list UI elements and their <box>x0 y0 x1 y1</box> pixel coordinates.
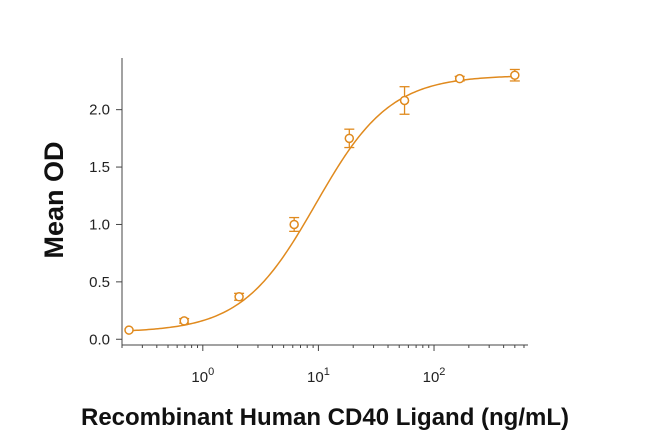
data-point <box>344 133 355 144</box>
data-point <box>124 325 134 335</box>
axes: 0.0 0.5 1.0 1.5 2.0 100 101 102 <box>89 58 528 386</box>
data-point <box>399 95 410 106</box>
y-tick-label: 0.0 <box>89 331 110 348</box>
x-tick-label: 101 <box>307 366 330 386</box>
y-axis-title: Mean OD <box>39 141 69 258</box>
x-axis-title: Recombinant Human CD40 Ligand (ng/mL) <box>81 404 569 431</box>
fit-curve <box>128 75 515 332</box>
data-point <box>454 73 465 84</box>
data-points-layer <box>124 68 520 335</box>
data-point <box>179 316 189 326</box>
y-tick-label: 1.0 <box>89 216 110 233</box>
y-tick-label: 2.0 <box>89 102 110 119</box>
x-tick-label: 102 <box>423 366 446 386</box>
data-point <box>234 292 244 302</box>
data-point <box>289 219 299 230</box>
x-tick-label: 100 <box>191 366 214 386</box>
y-tick-label: 1.5 <box>89 159 110 176</box>
fit-curve-layer <box>128 75 515 332</box>
y-tick-label: 0.5 <box>89 274 110 291</box>
data-point <box>510 70 520 80</box>
